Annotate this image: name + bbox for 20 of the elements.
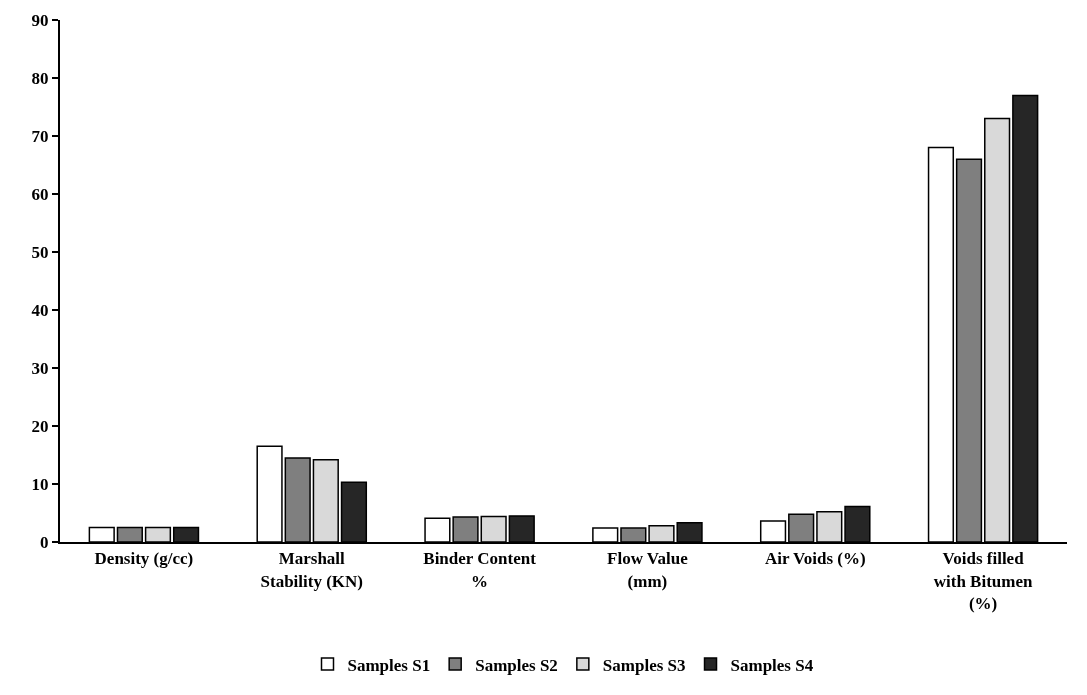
- x-tick-label: Air Voids (%): [764, 549, 866, 569]
- y-tick-label: 10: [31, 474, 49, 494]
- y-tick-label: 80: [31, 68, 49, 88]
- x-tick-label: Flow Value (mm): [607, 549, 689, 591]
- y-tick-label: 20: [31, 416, 49, 436]
- y-tick-label: 60: [31, 184, 49, 204]
- y-tick-label: 70: [31, 126, 49, 146]
- legend-label: Samples S1: [347, 655, 431, 675]
- y-tick-label: 50: [31, 242, 49, 262]
- y-tick-label: 0: [40, 532, 49, 552]
- x-tick-label: Density (g/cc): [94, 549, 194, 569]
- y-tick-label: 90: [31, 10, 49, 30]
- x-tick-label: Voids filled with Bitumen (%): [933, 549, 1033, 613]
- legend-label: Samples S3: [602, 655, 686, 675]
- y-tick-label: 40: [31, 300, 49, 320]
- legend-label: Samples S2: [475, 655, 558, 675]
- x-tick-label: Binder Content %: [423, 549, 537, 591]
- x-tick-label: Marshall Stability (KN): [260, 549, 363, 591]
- legend-label: Samples S4: [730, 655, 814, 675]
- y-tick-label: 30: [31, 358, 49, 378]
